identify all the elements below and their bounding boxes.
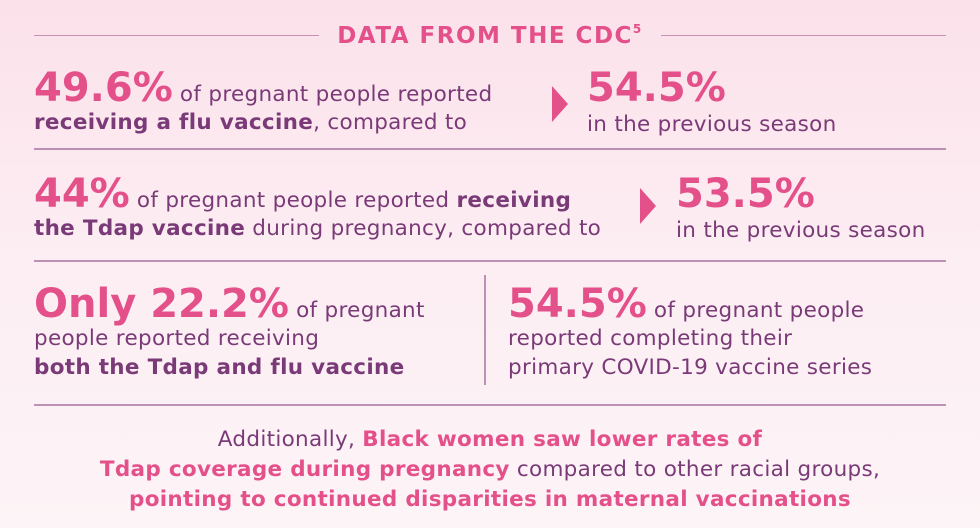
- section-header: DATA FROM THE CDC5: [34, 18, 946, 52]
- header-rule-left: [34, 34, 320, 36]
- stat-flu-compare: 54.5% in the previous season: [587, 68, 837, 137]
- stat-flu-main: 49.6% of pregnant people reported receiv…: [34, 68, 534, 135]
- arrow-right-icon: [640, 188, 656, 224]
- stat-flu-compare-value: 54.5%: [587, 65, 726, 111]
- footer-bold-c: pointing to continued disparities in mat…: [129, 487, 851, 512]
- stat-flu-text-b: , compared to: [313, 110, 468, 135]
- stat-both-text-b: people reported receiving: [34, 326, 320, 351]
- footer-bold-a: Black women saw lower rates of: [362, 427, 763, 452]
- header-title-text: DATA FROM THE CDC: [337, 22, 633, 49]
- footer-note: Additionally, Black women saw lower rate…: [0, 425, 980, 515]
- vertical-divider: [484, 275, 486, 385]
- stat-covid-text-c: primary COVID-19 vaccine series: [508, 355, 873, 380]
- stat-tdap-text-a: of pregnant people reported: [129, 188, 457, 213]
- stat-tdap-compare-value: 53.5%: [676, 171, 815, 217]
- divider: [34, 260, 946, 262]
- footer-text-a: Additionally,: [217, 427, 363, 452]
- stat-flu-value: 49.6%: [34, 65, 173, 111]
- stat-tdap-compare-text: in the previous season: [676, 218, 926, 243]
- stat-flu-compare-text: in the previous season: [587, 112, 837, 137]
- arrow-right-icon: [552, 86, 568, 122]
- stat-covid-text-a: of pregnant people: [646, 298, 865, 323]
- stat-both-text-a: of pregnant: [288, 298, 425, 323]
- footer-text-b: compared to other racial groups,: [509, 457, 881, 482]
- stat-covid-value: 54.5%: [508, 281, 647, 327]
- stat-tdap-main: 44% of pregnant people reported receivin…: [34, 174, 624, 241]
- stat-tdap-bold-b: the Tdap vaccine: [34, 216, 246, 241]
- stat-tdap-bold-a: receiving: [456, 188, 572, 213]
- stat-flu-text-a: of pregnant people reported: [172, 82, 493, 107]
- stat-both-value: Only 22.2%: [34, 281, 289, 327]
- divider: [34, 148, 946, 150]
- divider: [34, 404, 946, 406]
- stat-flu-bold: receiving a flu vaccine: [34, 110, 314, 135]
- footer-bold-b: Tdap coverage during pregnancy: [99, 457, 510, 482]
- footnote-marker: 5: [632, 21, 643, 36]
- stat-covid-text-b: reported completing their: [508, 326, 793, 351]
- stat-tdap-value: 44%: [34, 171, 130, 217]
- stat-covid-vaccine: 54.5% of pregnant people reported comple…: [508, 284, 948, 380]
- stat-both-bold: both the Tdap and flu vaccine: [34, 355, 405, 380]
- header-rule-right: [660, 34, 946, 36]
- header-title: DATA FROM THE CDC5: [319, 22, 661, 49]
- stat-tdap-compare: 53.5% in the previous season: [676, 174, 926, 243]
- stat-tdap-text-b: during pregnancy, compared to: [245, 216, 602, 241]
